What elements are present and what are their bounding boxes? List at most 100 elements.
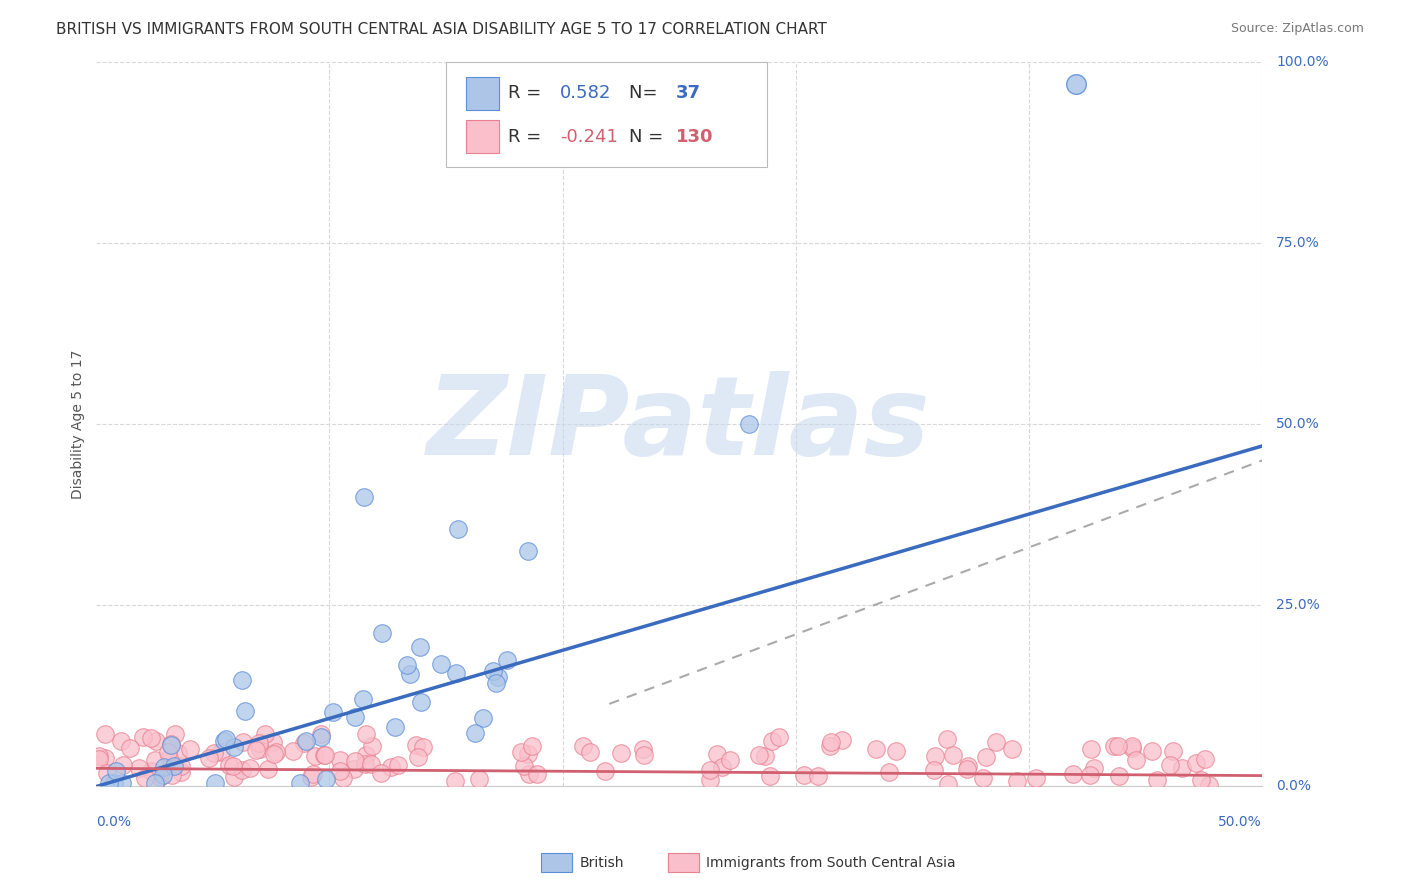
Point: [464, 726, 486, 740]
Text: 130: 130: [676, 128, 713, 145]
Point: [387, 757, 409, 772]
Point: [956, 762, 979, 776]
Point: [936, 777, 959, 791]
Point: [1078, 768, 1101, 782]
Point: [409, 640, 432, 655]
Point: [356, 727, 378, 741]
Point: [1171, 761, 1194, 775]
Point: [610, 746, 633, 760]
Point: [1194, 752, 1216, 766]
Point: [166, 746, 188, 760]
Point: [263, 747, 285, 761]
Y-axis label: Disability Age 5 to 17: Disability Age 5 to 17: [72, 350, 86, 499]
Text: R =: R =: [508, 84, 547, 103]
Point: [496, 653, 519, 667]
Point: [384, 720, 406, 734]
Point: [405, 738, 427, 752]
Point: [1083, 761, 1105, 775]
Point: [699, 763, 721, 777]
Point: [761, 734, 783, 748]
Point: [301, 767, 323, 781]
Point: [110, 734, 132, 748]
Text: BRITISH VS IMMIGRANTS FROM SOUTH CENTRAL ASIA DISABILITY AGE 5 TO 17 CORRELATION: BRITISH VS IMMIGRANTS FROM SOUTH CENTRAL…: [56, 22, 827, 37]
Point: [105, 764, 128, 778]
Point: [344, 710, 367, 724]
Point: [94, 751, 117, 765]
Point: [380, 759, 402, 773]
Point: [254, 727, 277, 741]
Point: [759, 769, 782, 783]
Point: [1001, 742, 1024, 756]
FancyBboxPatch shape: [465, 120, 499, 153]
Point: [1185, 756, 1208, 770]
Point: [233, 705, 256, 719]
Text: British: British: [579, 855, 624, 870]
Point: [160, 738, 183, 752]
Point: [304, 748, 326, 763]
Point: [97, 776, 120, 790]
Point: [396, 657, 419, 672]
Point: [793, 768, 815, 782]
Point: [111, 757, 134, 772]
Point: [1005, 774, 1028, 789]
Point: [239, 761, 262, 775]
Point: [145, 753, 167, 767]
Point: [986, 735, 1008, 749]
Point: [179, 742, 201, 756]
Point: [145, 734, 167, 748]
FancyBboxPatch shape: [465, 77, 499, 110]
Point: [942, 747, 965, 762]
Point: [170, 758, 193, 772]
Point: [231, 673, 253, 687]
Point: [516, 544, 538, 558]
Point: [264, 745, 287, 759]
Point: [215, 732, 238, 747]
Point: [748, 747, 770, 762]
Point: [152, 768, 174, 782]
Point: [128, 761, 150, 775]
Point: [482, 664, 505, 678]
Point: [526, 767, 548, 781]
Point: [162, 758, 184, 772]
Point: [343, 754, 366, 768]
Point: [768, 730, 790, 744]
Text: 0.582: 0.582: [560, 84, 612, 103]
Point: [202, 746, 225, 760]
Point: [595, 764, 617, 778]
Point: [974, 750, 997, 764]
Point: [399, 666, 422, 681]
Point: [157, 750, 180, 764]
Text: 25.0%: 25.0%: [1277, 599, 1320, 613]
Point: [510, 745, 533, 759]
Point: [820, 739, 842, 754]
Point: [354, 748, 377, 763]
Point: [699, 772, 721, 787]
Point: [131, 730, 153, 744]
Point: [877, 764, 900, 779]
Point: [488, 670, 510, 684]
Point: [1159, 758, 1181, 772]
Point: [738, 417, 761, 432]
Point: [371, 625, 394, 640]
Point: [218, 758, 240, 772]
Text: 37: 37: [676, 84, 700, 103]
Point: [224, 770, 246, 784]
Point: [1125, 753, 1147, 767]
Point: [162, 768, 184, 782]
Point: [96, 766, 118, 780]
Point: [204, 776, 226, 790]
Point: [299, 770, 322, 784]
Point: [820, 735, 842, 749]
Point: [139, 731, 162, 745]
Point: [1025, 771, 1047, 785]
Point: [1062, 767, 1084, 781]
Point: [807, 769, 830, 783]
Point: [245, 743, 267, 757]
Point: [1104, 739, 1126, 753]
Text: R =: R =: [508, 128, 547, 145]
Point: [332, 771, 354, 785]
Point: [579, 745, 602, 759]
Point: [262, 734, 284, 748]
Point: [884, 744, 907, 758]
Point: [718, 753, 741, 767]
